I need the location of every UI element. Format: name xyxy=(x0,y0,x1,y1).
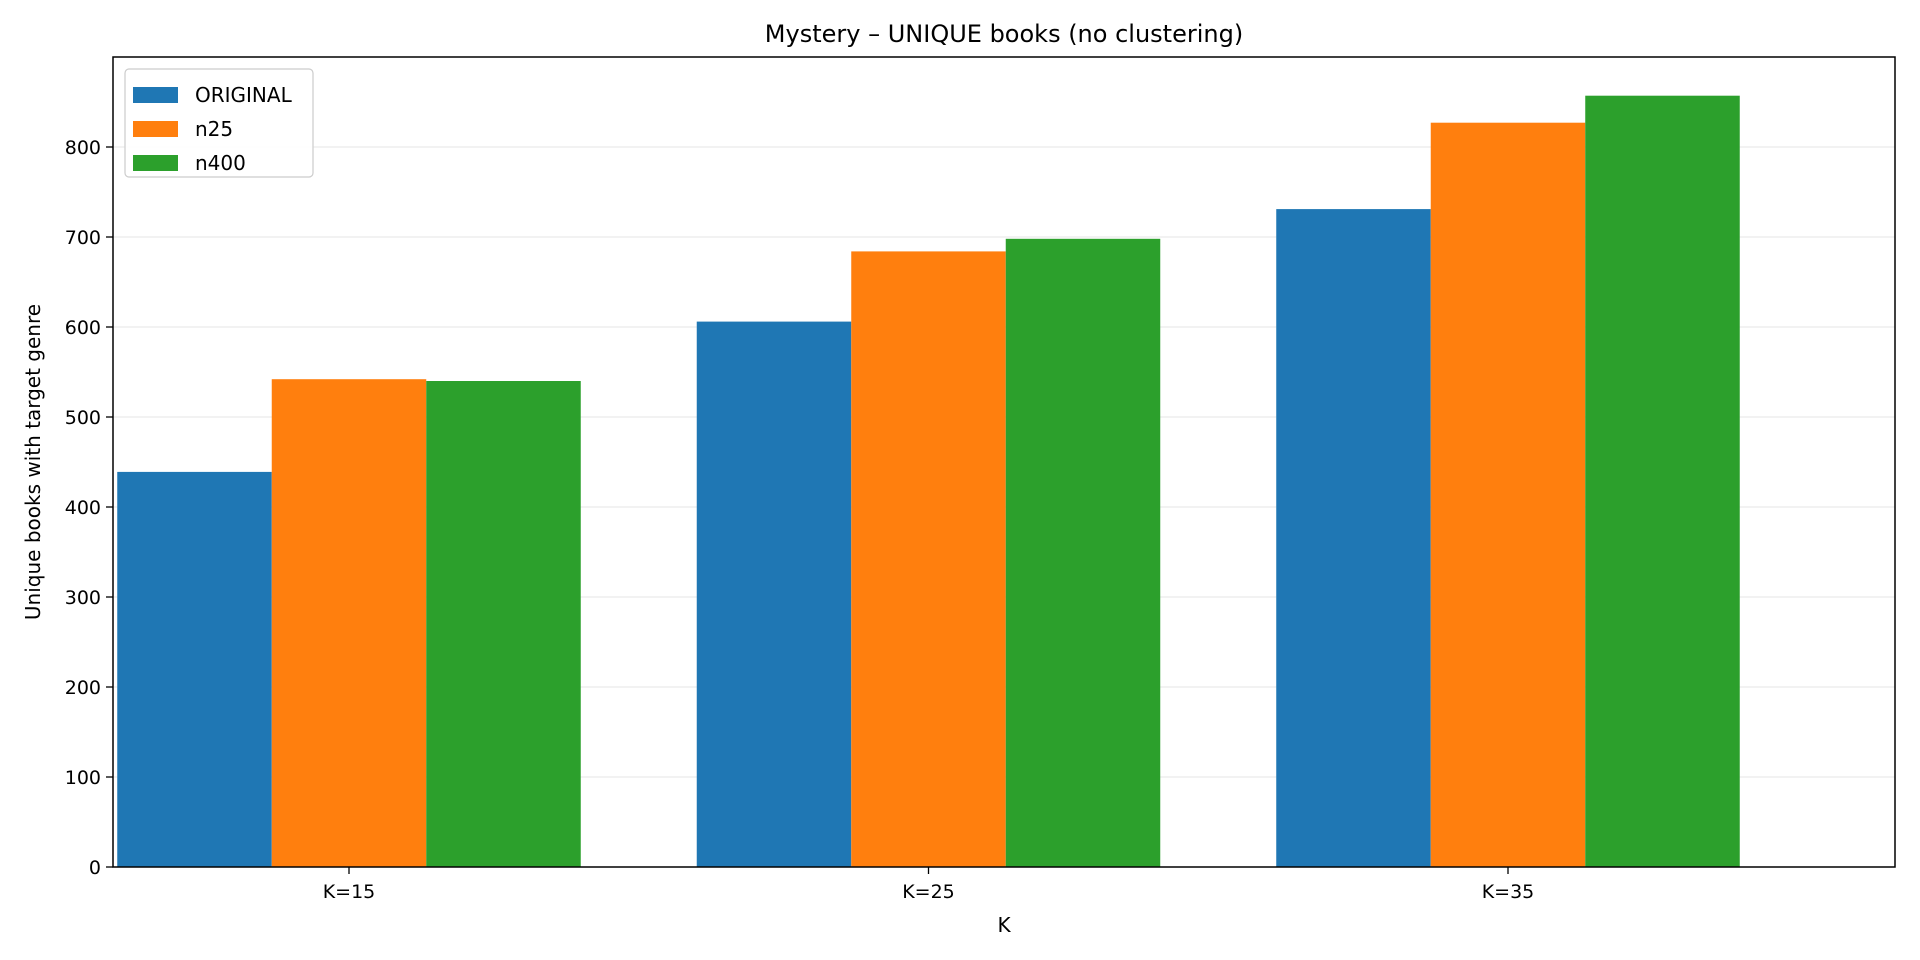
bar-original-k35 xyxy=(1276,209,1431,868)
y-tick-label: 500 xyxy=(65,407,101,429)
chart-title: Mystery – UNIQUE books (no clustering) xyxy=(765,20,1243,48)
bar-n25-k15 xyxy=(271,379,427,867)
bar-n400-k25 xyxy=(1005,238,1161,868)
x-tick-label: K=35 xyxy=(1482,881,1535,903)
y-axis-label: Unique books with target genre xyxy=(21,304,45,620)
y-tick-label: 300 xyxy=(65,587,101,609)
y-tick-label: 200 xyxy=(65,677,101,699)
bar-n400-k15 xyxy=(426,381,581,867)
y-tick-label: 700 xyxy=(65,227,101,249)
y-tick-label: 400 xyxy=(65,497,101,519)
x-ticks: K=15 K=25 K=35 xyxy=(323,867,1535,903)
bar-original-k15 xyxy=(117,471,272,867)
y-tick-label: 800 xyxy=(65,137,101,159)
legend-label-n400: n400 xyxy=(195,151,246,175)
y-tick-label: 600 xyxy=(65,317,101,339)
legend-label-n25: n25 xyxy=(195,117,233,141)
bars xyxy=(117,95,1740,868)
bar-n400-k35 xyxy=(1585,95,1740,867)
bar-n25-k35 xyxy=(1430,122,1586,867)
legend: ORIGINAL n25 n400 xyxy=(124,68,314,178)
y-ticks: 0 100 200 300 400 500 600 700 800 xyxy=(65,137,113,879)
legend-swatch-n25 xyxy=(133,121,178,137)
bar-original-k25 xyxy=(696,321,852,868)
x-tick-label: K=15 xyxy=(323,881,376,903)
x-tick-label: K=25 xyxy=(902,881,955,903)
x-axis-label: K xyxy=(997,913,1011,937)
bar-n25-k25 xyxy=(851,251,1006,867)
legend-label-original: ORIGINAL xyxy=(195,83,293,107)
plot-frame xyxy=(112,56,1896,868)
legend-swatch-original xyxy=(133,87,178,103)
legend-swatch-n400 xyxy=(133,155,178,171)
y-tick-label: 0 xyxy=(89,857,101,879)
y-tick-label: 100 xyxy=(65,767,101,789)
axes xyxy=(112,56,1896,868)
